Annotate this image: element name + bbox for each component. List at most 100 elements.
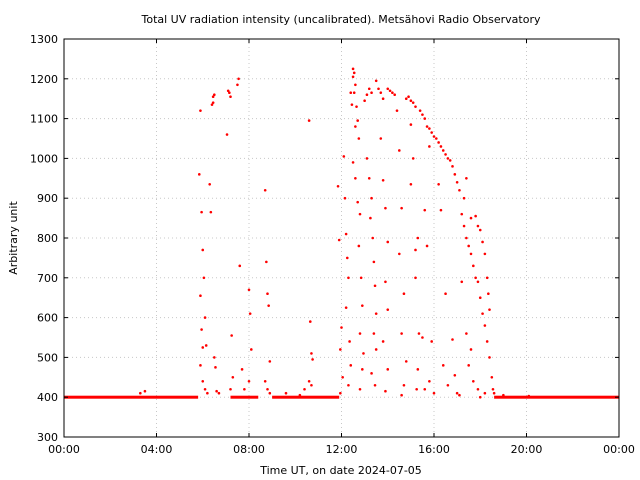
baseline-segment — [230, 395, 259, 399]
data-point — [402, 383, 406, 387]
baseline-segment — [494, 395, 619, 399]
data-point — [199, 364, 202, 367]
data-point — [423, 117, 427, 120]
data-point — [386, 308, 390, 311]
data-point — [441, 149, 445, 152]
data-point — [231, 376, 235, 379]
data-point — [214, 366, 217, 369]
y-tick-label: 1300 — [30, 33, 58, 46]
data-point — [467, 244, 470, 248]
data-point — [487, 292, 490, 296]
chart-title: Total UV radiation intensity (uncalibrat… — [141, 13, 541, 26]
data-point — [201, 346, 205, 349]
data-point — [208, 182, 211, 186]
data-point — [379, 137, 383, 140]
data-point — [206, 391, 209, 395]
data-point — [344, 306, 348, 309]
data-point — [213, 356, 216, 359]
data-point — [444, 292, 447, 296]
data-point — [469, 348, 473, 351]
data-point — [336, 184, 340, 188]
data-point — [402, 292, 406, 296]
data-point — [481, 312, 484, 315]
data-point — [439, 145, 443, 148]
data-point — [265, 260, 268, 264]
data-point — [311, 358, 314, 361]
data-point — [225, 133, 229, 136]
x-tick-label: 20:00 — [511, 443, 543, 456]
y-tick-label: 1000 — [30, 152, 58, 165]
x-axis-ticks: 00:00 04:00 08:00 12:00 16:00 20:00 00:00 — [48, 39, 635, 456]
data-point — [363, 99, 366, 102]
data-point — [340, 326, 343, 329]
data-point — [200, 328, 203, 331]
data-point — [448, 159, 452, 162]
data-point — [372, 332, 376, 335]
data-point — [400, 332, 403, 335]
data-point — [444, 153, 447, 156]
data-point — [437, 141, 440, 144]
data-point — [347, 383, 350, 387]
data-point — [200, 210, 203, 214]
data-point — [428, 379, 431, 383]
data-point — [425, 244, 429, 248]
data-point — [423, 208, 427, 212]
y-tick-label: 900 — [37, 192, 58, 205]
data-point — [458, 393, 461, 397]
data-point — [373, 284, 377, 288]
data-point — [469, 252, 473, 256]
data-point — [370, 372, 373, 375]
data-point — [367, 177, 371, 180]
data-point — [465, 236, 468, 240]
data-point — [483, 391, 487, 395]
data-point — [298, 393, 302, 397]
data-point — [418, 109, 422, 112]
data-point — [201, 248, 205, 252]
data-point — [199, 294, 202, 298]
data-point — [416, 368, 420, 371]
data-point — [354, 177, 357, 180]
data-point — [453, 173, 457, 176]
data-point — [435, 137, 438, 140]
data-point — [229, 387, 232, 391]
data-point — [362, 352, 365, 355]
data-point — [386, 368, 390, 371]
data-point — [483, 252, 487, 256]
data-point — [204, 344, 208, 347]
data-point — [226, 89, 230, 93]
y-tick-label: 400 — [37, 391, 58, 404]
data-point — [476, 224, 480, 228]
data-point — [384, 389, 387, 393]
data-point — [415, 387, 418, 391]
y-tick-label: 500 — [37, 351, 58, 364]
data-point — [374, 348, 378, 351]
data-point — [421, 336, 424, 339]
data-point — [267, 304, 270, 307]
data-point — [372, 260, 376, 264]
data-point — [266, 387, 269, 391]
data-point — [351, 75, 355, 79]
data-point — [310, 383, 313, 387]
data-point — [398, 149, 401, 152]
data-point — [490, 376, 494, 379]
data-point — [485, 340, 489, 343]
x-tick-label: 08:00 — [233, 443, 265, 456]
data-point — [441, 364, 445, 367]
data-point — [213, 93, 216, 97]
data-point — [240, 368, 244, 371]
data-point — [472, 379, 475, 383]
data-point — [349, 91, 353, 95]
data-point — [488, 356, 491, 359]
data-point — [465, 177, 468, 180]
data-point — [474, 276, 477, 280]
data-point — [354, 125, 357, 128]
data-point — [356, 119, 359, 122]
data-point — [357, 137, 361, 140]
data-point — [357, 244, 361, 248]
y-tick-label: 800 — [37, 232, 58, 245]
x-tick-label: 12:00 — [326, 443, 358, 456]
data-point — [428, 145, 431, 148]
data-point — [439, 208, 443, 212]
data-point — [367, 87, 371, 91]
data-point — [377, 87, 380, 91]
